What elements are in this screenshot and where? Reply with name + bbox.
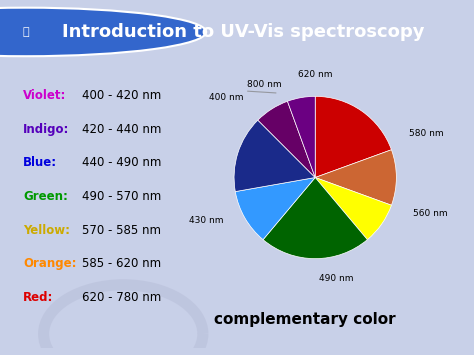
Circle shape <box>0 8 206 56</box>
Text: 440 - 490 nm: 440 - 490 nm <box>82 156 162 169</box>
Text: 580 nm: 580 nm <box>410 129 444 138</box>
Wedge shape <box>315 178 392 240</box>
Wedge shape <box>234 120 315 192</box>
Text: 490 - 570 nm: 490 - 570 nm <box>82 190 162 203</box>
Text: 🔬: 🔬 <box>23 27 29 37</box>
Text: Blue:: Blue: <box>23 156 57 169</box>
Wedge shape <box>315 96 392 178</box>
Text: Green:: Green: <box>23 190 68 203</box>
Text: 800 nm: 800 nm <box>247 80 282 89</box>
Text: 420 - 440 nm: 420 - 440 nm <box>82 122 162 136</box>
Text: 430 nm: 430 nm <box>189 216 223 225</box>
Text: 400 nm: 400 nm <box>209 93 244 102</box>
Text: Orange:: Orange: <box>23 257 77 270</box>
Wedge shape <box>287 96 315 178</box>
Text: Introduction to UV-Vis spectroscopy: Introduction to UV-Vis spectroscopy <box>62 23 424 41</box>
Text: Indigo:: Indigo: <box>23 122 70 136</box>
Text: 400 - 420 nm: 400 - 420 nm <box>82 89 162 102</box>
Text: Red:: Red: <box>23 291 54 304</box>
Text: 570 - 585 nm: 570 - 585 nm <box>82 224 161 237</box>
Wedge shape <box>315 150 396 205</box>
Text: 585 - 620 nm: 585 - 620 nm <box>82 257 162 270</box>
Text: complementary color: complementary color <box>214 312 396 327</box>
Text: 490 nm: 490 nm <box>319 274 353 283</box>
Text: Yellow:: Yellow: <box>23 224 70 237</box>
Text: Violet:: Violet: <box>23 89 66 102</box>
Text: 620 - 780 nm: 620 - 780 nm <box>82 291 162 304</box>
Text: 560 nm: 560 nm <box>413 208 447 218</box>
Wedge shape <box>263 178 367 259</box>
Wedge shape <box>258 101 315 178</box>
Wedge shape <box>235 178 315 240</box>
Text: 620 nm: 620 nm <box>298 70 332 78</box>
